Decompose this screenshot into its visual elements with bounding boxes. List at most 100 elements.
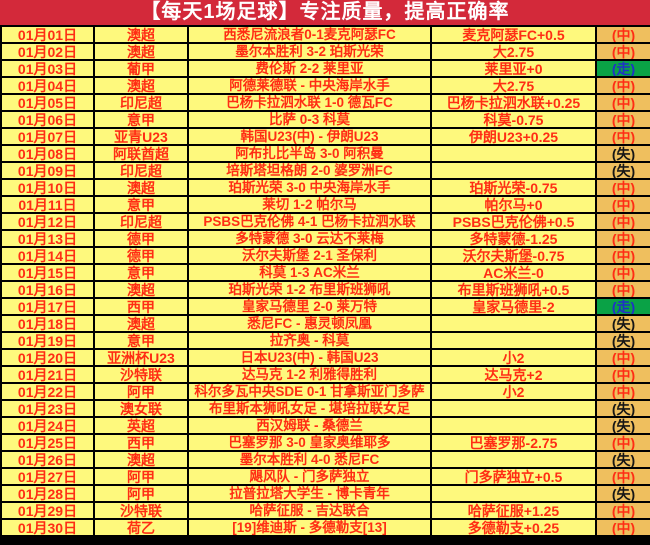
result-cell: (中) xyxy=(595,501,650,520)
match-cell: 莱切 1-2 帕尔马 xyxy=(187,195,432,214)
date-cell: 01月29日 xyxy=(0,501,95,520)
date-cell: 01月19日 xyxy=(0,331,95,350)
league-cell: 亚洲杯U23 xyxy=(93,348,189,367)
pick-cell: 皇家马德里-2 xyxy=(430,297,597,316)
match-cell: 多特蒙德 3-0 云达不莱梅 xyxy=(187,229,432,248)
table-row: 01月18日 澳超 悉尼FC - 惠灵顿凤凰 (失) xyxy=(0,314,650,333)
result-cell: (中) xyxy=(595,382,650,401)
league-cell: 沙特联 xyxy=(93,501,189,520)
result-cell: (中) xyxy=(595,195,650,214)
result-cell: (失) xyxy=(595,331,650,350)
match-cell: 西汉姆联 - 桑德兰 xyxy=(187,416,432,435)
date-cell: 01月21日 xyxy=(0,365,95,384)
league-cell: 澳超 xyxy=(93,178,189,197)
match-cell: 哈萨征服 - 吉达联合 xyxy=(187,501,432,520)
league-cell: 印尼超 xyxy=(93,93,189,112)
league-cell: 印尼超 xyxy=(93,161,189,180)
table-row: 01月21日 沙特联 达马克 1-2 利雅得胜利 达马克+2 (中) xyxy=(0,365,650,384)
league-cell: 沙特联 xyxy=(93,365,189,384)
match-cell: 沃尔夫斯堡 2-1 圣保利 xyxy=(187,246,432,265)
league-cell: 阿甲 xyxy=(93,467,189,486)
pick-cell: 麦克阿瑟FC+0.5 xyxy=(430,25,597,44)
pick-cell: 大2.75 xyxy=(430,76,597,95)
date-cell: 01月25日 xyxy=(0,433,95,452)
match-cell: 拉普拉塔大学生 - 博卡青年 xyxy=(187,484,432,503)
pick-cell: 伊朗U23+0.25 xyxy=(430,127,597,146)
pick-cell: AC米兰-0 xyxy=(430,263,597,282)
table-row: 01月28日 阿甲 拉普拉塔大学生 - 博卡青年 (失) xyxy=(0,484,650,503)
match-cell: 拉齐奥 - 科莫 xyxy=(187,331,432,350)
pick-cell: 莱里亚+0 xyxy=(430,59,597,78)
match-cell: 日本U23(中) - 韩国U23 xyxy=(187,348,432,367)
result-cell: (中) xyxy=(595,467,650,486)
date-cell: 01月04日 xyxy=(0,76,95,95)
table-row: 01月03日 葡甲 费伦斯 2-2 莱里亚 莱里亚+0 (走) xyxy=(0,59,650,78)
league-cell: 西甲 xyxy=(93,433,189,452)
page-title: 【每天1场足球】专注质量，提高正确率 xyxy=(0,0,650,25)
table-row: 01月01日 澳超 西悉尼流浪者0-1麦克阿瑟FC 麦克阿瑟FC+0.5 (中) xyxy=(0,25,650,44)
match-cell: 费伦斯 2-2 莱里亚 xyxy=(187,59,432,78)
pick-cell xyxy=(430,331,597,350)
pick-cell: 门多萨独立+0.5 xyxy=(430,467,597,486)
league-cell: 葡甲 xyxy=(93,59,189,78)
date-cell: 01月16日 xyxy=(0,280,95,299)
table-row: 01月20日 亚洲杯U23 日本U23(中) - 韩国U23 小2 (中) xyxy=(0,348,650,367)
league-cell: 澳超 xyxy=(93,76,189,95)
league-cell: 阿联酋超 xyxy=(93,144,189,163)
date-cell: 01月11日 xyxy=(0,195,95,214)
match-cell: 巴杨卡拉泗水联 1-0 德瓦FC xyxy=(187,93,432,112)
match-cell: 达马克 1-2 利雅得胜利 xyxy=(187,365,432,384)
table-row: 01月12日 印尼超 PSBS巴克伦佛 4-1 巴杨卡拉泗水联 PSBS巴克伦佛… xyxy=(0,212,650,231)
match-cell: 墨尔本胜利 4-0 悉尼FC xyxy=(187,450,432,469)
league-cell: 德甲 xyxy=(93,246,189,265)
pick-cell: 多特蒙德-1.25 xyxy=(430,229,597,248)
table-row: 01月19日 意甲 拉齐奥 - 科莫 (失) xyxy=(0,331,650,350)
pick-cell xyxy=(430,144,597,163)
pick-cell xyxy=(430,399,597,418)
result-cell: (中) xyxy=(595,212,650,231)
match-cell: 皇家马德里 2-0 莱万特 xyxy=(187,297,432,316)
table-row: 01月26日 澳超 墨尔本胜利 4-0 悉尼FC (失) xyxy=(0,450,650,469)
picks-table-body: 01月01日 澳超 西悉尼流浪者0-1麦克阿瑟FC 麦克阿瑟FC+0.5 (中)… xyxy=(0,25,650,537)
pick-cell: 巴杨卡拉泗水联+0.25 xyxy=(430,93,597,112)
match-cell: 布里斯本狮吼女足 - 堪培拉联女足 xyxy=(187,399,432,418)
table-row: 01月07日 亚青U23 韩国U23(中) - 伊朗U23 伊朗U23+0.25… xyxy=(0,127,650,146)
date-cell: 01月14日 xyxy=(0,246,95,265)
result-cell: (走) xyxy=(595,297,650,316)
match-cell: PSBS巴克伦佛 4-1 巴杨卡拉泗水联 xyxy=(187,212,432,231)
match-cell: 培斯塔坦格朗 2-0 婆罗洲FC xyxy=(187,161,432,180)
result-cell: (中) xyxy=(595,42,650,61)
table-row: 01月25日 西甲 巴塞罗那 3-0 皇家奥维耶多 巴塞罗那-2.75 (中) xyxy=(0,433,650,452)
result-cell: (失) xyxy=(595,161,650,180)
result-cell: (走) xyxy=(595,59,650,78)
match-cell: 比萨 0-3 科莫 xyxy=(187,110,432,129)
date-cell: 01月06日 xyxy=(0,110,95,129)
result-cell: (中) xyxy=(595,348,650,367)
league-cell: 亚青U23 xyxy=(93,127,189,146)
table-row: 01月15日 意甲 科莫 1-3 AC米兰 AC米兰-0 (中) xyxy=(0,263,650,282)
pick-cell xyxy=(430,314,597,333)
table-row: 01月09日 印尼超 培斯塔坦格朗 2-0 婆罗洲FC (失) xyxy=(0,161,650,180)
table-row: 01月10日 澳超 珀斯光荣 3-0 中央海岸水手 珀斯光荣-0.75 (中) xyxy=(0,178,650,197)
pick-cell: 多德勒支+0.25 xyxy=(430,518,597,537)
league-cell: 澳女联 xyxy=(93,399,189,418)
table-row: 01月02日 澳超 墨尔本胜利 3-2 珀斯光荣 大2.75 (中) xyxy=(0,42,650,61)
table-row: 01月24日 英超 西汉姆联 - 桑德兰 (失) xyxy=(0,416,650,435)
date-cell: 01月01日 xyxy=(0,25,95,44)
match-cell: 西悉尼流浪者0-1麦克阿瑟FC xyxy=(187,25,432,44)
table-row: 01月16日 澳超 珀斯光荣 1-2 布里斯班狮吼 布里斯班狮吼+0.5 (中) xyxy=(0,280,650,299)
result-cell: (中) xyxy=(595,518,650,537)
league-cell: 意甲 xyxy=(93,331,189,350)
result-cell: (失) xyxy=(595,484,650,503)
match-cell: 科莫 1-3 AC米兰 xyxy=(187,263,432,282)
date-cell: 01月30日 xyxy=(0,518,95,537)
table-row: 01月13日 德甲 多特蒙德 3-0 云达不莱梅 多特蒙德-1.25 (中) xyxy=(0,229,650,248)
result-cell: (中) xyxy=(595,178,650,197)
pick-cell xyxy=(430,416,597,435)
pick-cell: 沃尔夫斯堡-0.75 xyxy=(430,246,597,265)
match-cell: 珀斯光荣 1-2 布里斯班狮吼 xyxy=(187,280,432,299)
league-cell: 澳超 xyxy=(93,280,189,299)
date-cell: 01月18日 xyxy=(0,314,95,333)
date-cell: 01月12日 xyxy=(0,212,95,231)
date-cell: 01月07日 xyxy=(0,127,95,146)
